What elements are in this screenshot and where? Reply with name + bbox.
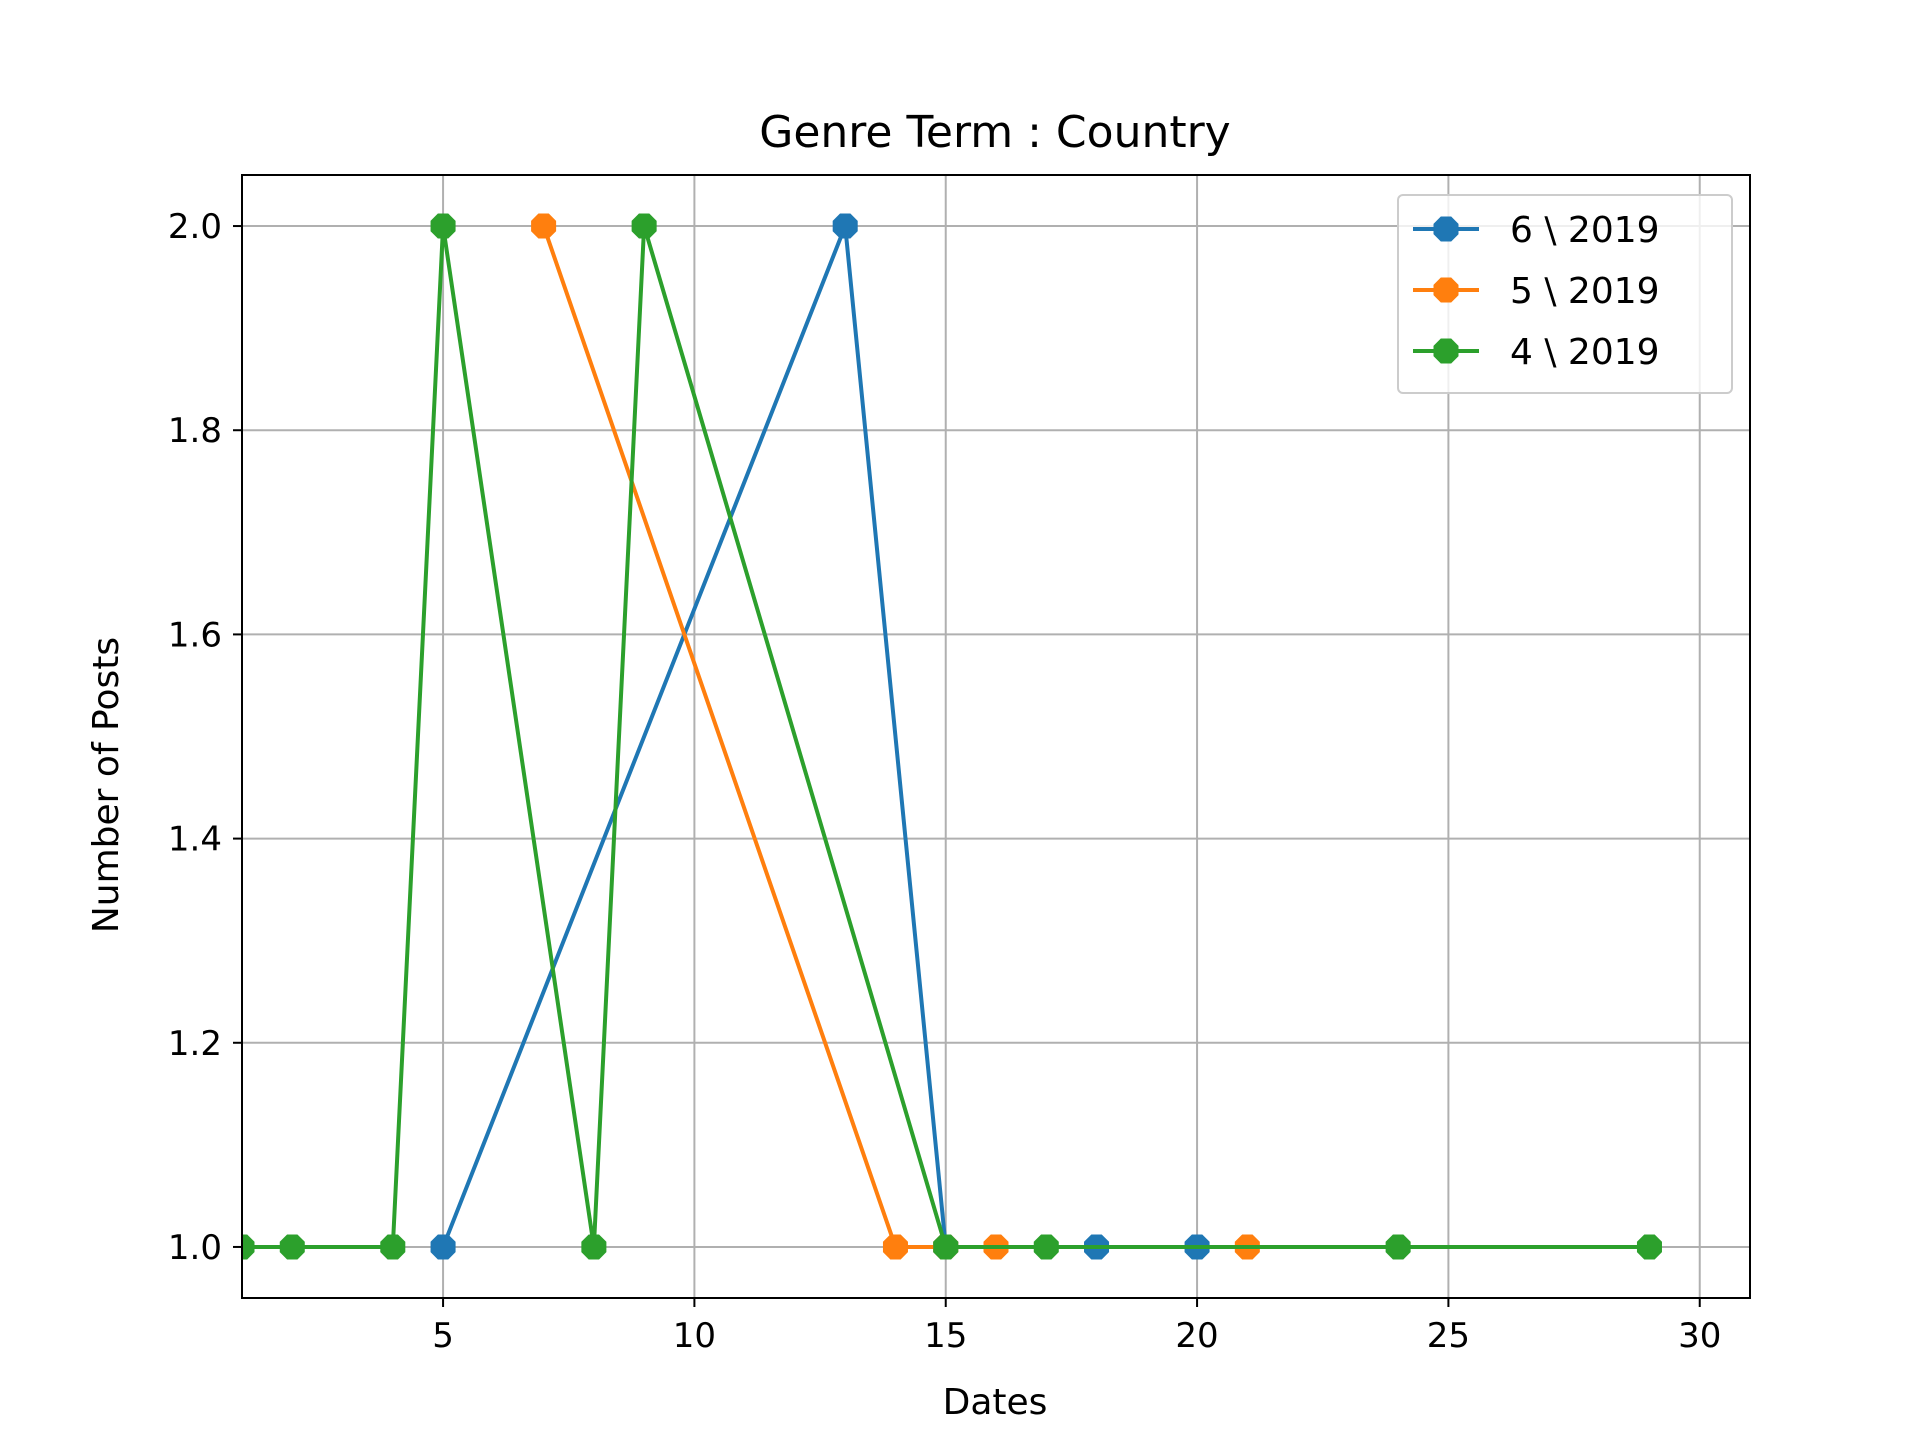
y-tick-label: 1.8: [168, 411, 222, 451]
series-3: [242, 213, 1662, 1260]
x-tick-label: 15: [924, 1316, 967, 1356]
x-tick-label: 20: [1175, 1316, 1218, 1356]
series-line: [242, 224, 1650, 1249]
data-point-marker: [430, 213, 456, 239]
y-axis-label: Number of Posts: [86, 637, 127, 933]
legend-label: 4 \ 2019: [1510, 332, 1660, 373]
series-layer: [242, 213, 1662, 1260]
x-tick-label: 30: [1678, 1316, 1721, 1356]
grid: [242, 175, 1750, 1298]
y-tick-label: 1.0: [168, 1228, 222, 1268]
legend-label: 6 \ 2019: [1510, 210, 1660, 251]
legend-label: 5 \ 2019: [1510, 271, 1660, 312]
x-tick-label: 5: [432, 1316, 454, 1356]
data-point-marker: [430, 1234, 456, 1260]
y-tick-label: 1.2: [168, 1024, 222, 1064]
x-axis-label: Dates: [943, 1382, 1048, 1423]
x-tick-label: 10: [673, 1316, 716, 1356]
legend-entry: 5 \ 2019: [1413, 271, 1660, 312]
legend-entry: 6 \ 2019: [1413, 210, 1660, 251]
legend-entry: 4 \ 2019: [1413, 332, 1660, 373]
data-point-marker: [631, 213, 657, 239]
data-point-marker: [531, 213, 557, 239]
chart-title: Genre Term : Country: [759, 107, 1230, 158]
legend-marker: [1433, 216, 1459, 242]
data-point-marker: [933, 1234, 959, 1260]
legend: 6 \ 2019 5 \ 2019 4 \ 2019: [1397, 194, 1733, 394]
legend-box: [1397, 194, 1733, 394]
y-tick-label: 2.0: [168, 207, 222, 247]
axis-ticks: 5 10 15 20 25 30 1.0 1.2 1.4 1.6 1.8 2.0: [168, 207, 1721, 1356]
y-tick-label: 1.6: [168, 615, 222, 655]
data-point-marker: [279, 1234, 305, 1260]
data-point-marker: [832, 213, 858, 239]
y-tick-label: 1.4: [168, 820, 222, 860]
data-point-marker: [581, 1234, 607, 1260]
legend-marker: [1433, 338, 1459, 364]
plot-frame: [241, 174, 1751, 1299]
data-point-marker: [1033, 1234, 1059, 1260]
legend-marker: [1433, 277, 1459, 303]
data-point-marker: [1636, 1234, 1662, 1260]
x-tick-label: 25: [1427, 1316, 1470, 1356]
data-point-marker: [242, 1234, 255, 1260]
data-point-marker: [882, 1234, 908, 1260]
data-point-marker: [380, 1234, 406, 1260]
data-point-marker: [1385, 1234, 1411, 1260]
